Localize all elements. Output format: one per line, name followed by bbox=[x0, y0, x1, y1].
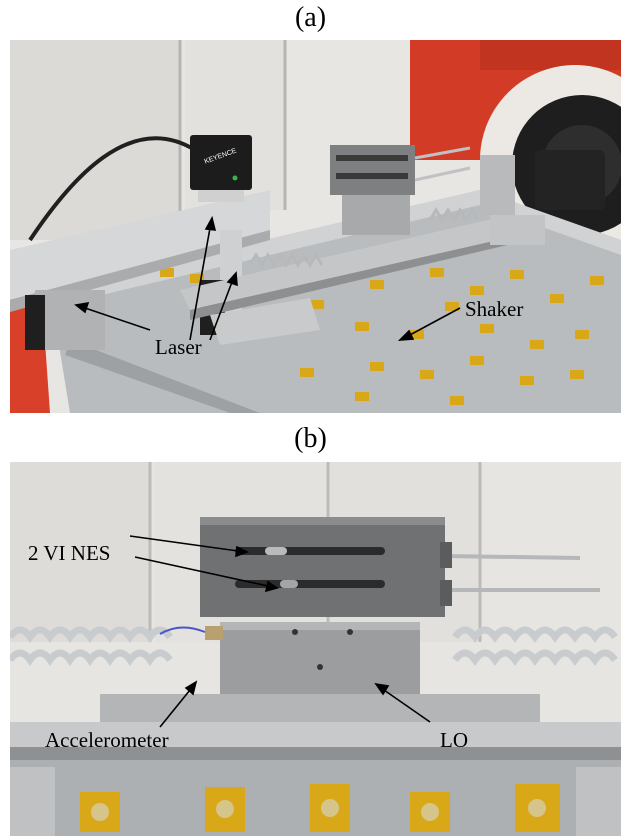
accelerometer-annotation: Accelerometer bbox=[45, 728, 169, 752]
panel-b-label: (b) bbox=[294, 423, 327, 454]
nes-annotation: 2 VI NES bbox=[28, 541, 111, 565]
photo-nes-closeup bbox=[10, 462, 621, 836]
shaker-annotation: Shaker bbox=[465, 297, 524, 321]
laser-annotation: Laser bbox=[155, 335, 202, 359]
shaker-setup-illustration: KEYENCE bbox=[10, 40, 621, 413]
lo-annotation: LO bbox=[440, 728, 468, 752]
panel-a-label: (a) bbox=[294, 2, 327, 33]
nes-closeup-illustration bbox=[10, 462, 621, 836]
photo-shaker-setup: KEYENCE bbox=[10, 40, 621, 413]
